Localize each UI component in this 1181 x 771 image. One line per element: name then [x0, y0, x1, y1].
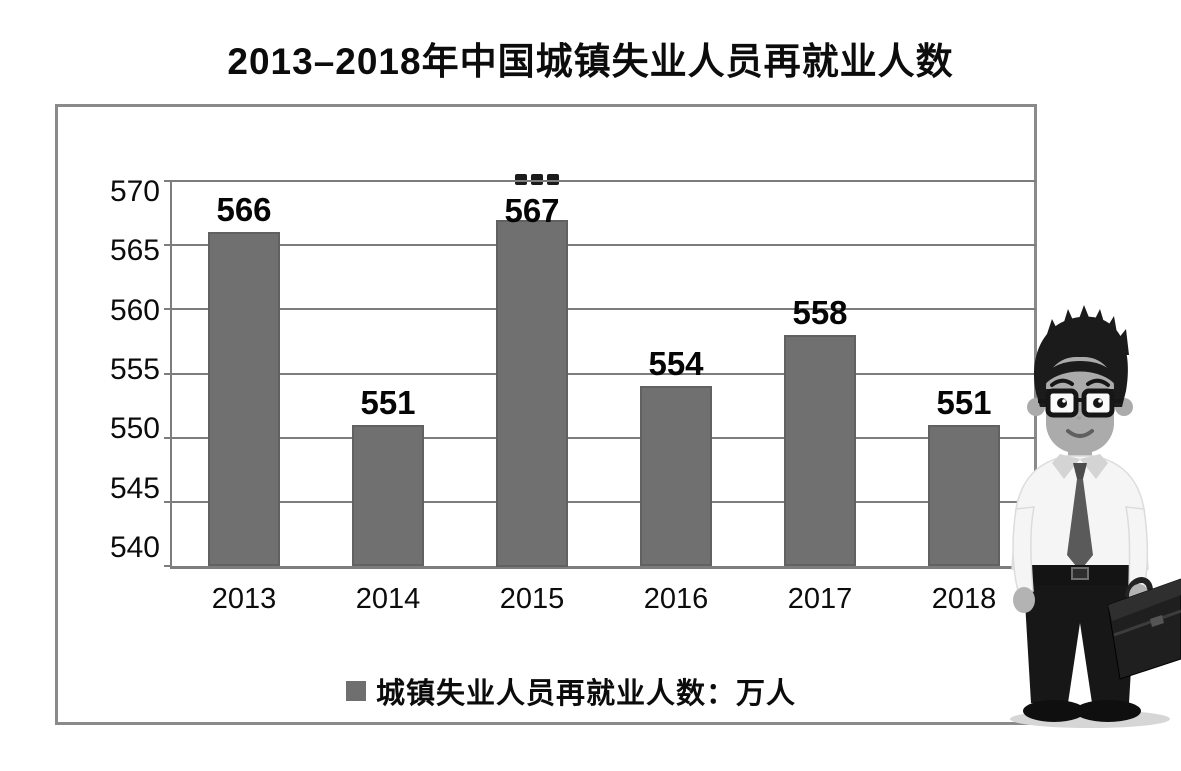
businessman-illustration [1010, 305, 1181, 728]
bar [352, 425, 424, 566]
x-axis-label: 2017 [787, 583, 853, 615]
y-axis-tick [164, 500, 172, 503]
clipped-text-artifact [515, 174, 559, 185]
x-axis-label: 2016 [643, 583, 709, 615]
chart-title: 2013–2018年中国城镇失业人员再就业人数 [227, 41, 954, 82]
y-axis-label: 565 [109, 234, 160, 267]
y-axis-label: 555 [109, 353, 160, 386]
bar-value-label: 558 [792, 294, 848, 331]
x-axis-label: 2015 [499, 583, 565, 615]
bar-value-label: 567 [504, 192, 560, 229]
y-axis-tick [164, 565, 172, 567]
y-axis-tick [164, 180, 172, 182]
x-axis-label: 2014 [355, 583, 421, 615]
y-axis-tick [164, 308, 172, 311]
y-axis-label: 550 [109, 412, 160, 445]
x-axis-label: 2013 [211, 583, 277, 615]
plot-area: 570 565 560 555 550 545 540 566 2013 551 2014 567 20… [110, 174, 1036, 615]
y-axis-tick [164, 436, 172, 439]
y-axis-label: 545 [109, 472, 160, 505]
gridline [172, 180, 1036, 182]
chart-legend: 城镇失业人员再就业人数：万人 [346, 670, 796, 712]
gridline [172, 372, 1036, 375]
y-axis-tick [164, 244, 172, 247]
gridline [172, 244, 1036, 247]
x-axis-label: 2018 [931, 583, 997, 615]
bar [208, 232, 280, 566]
bar-value-label: 566 [216, 191, 272, 228]
y-axis-label: 570 [109, 175, 160, 208]
bar-value-label: 551 [360, 384, 416, 421]
y-axis-tick [164, 372, 172, 375]
legend-label: 城镇失业人员再就业人数：万人 [376, 678, 797, 710]
bar [640, 386, 712, 566]
y-axis-label: 540 [109, 531, 160, 564]
gridline [172, 500, 1036, 503]
gridline [172, 436, 1036, 439]
bar [496, 220, 568, 567]
bar [928, 425, 1000, 566]
y-axis-label: 560 [109, 294, 160, 327]
bar-value-label: 551 [936, 384, 992, 421]
legend-square-marker-icon [346, 681, 366, 701]
gridline [172, 308, 1036, 311]
bar [784, 335, 856, 566]
bar-value-label: 554 [648, 345, 704, 382]
